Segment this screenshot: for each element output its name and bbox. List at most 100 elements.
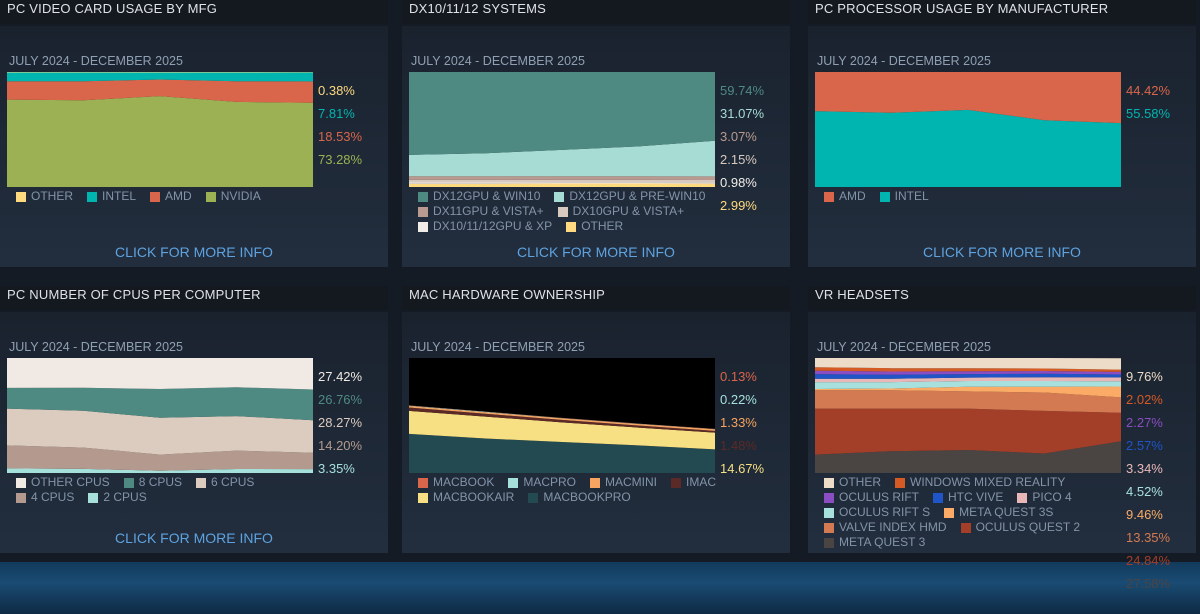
value-label-pico-4: 3.34% bbox=[1126, 461, 1163, 476]
legend-item-dx12gpu-pre-win10: DX12GPU & PRE-WIN10 bbox=[554, 189, 705, 204]
legend-label: OTHER bbox=[581, 219, 624, 233]
page-footer-band bbox=[0, 562, 1200, 614]
area-other bbox=[7, 72, 313, 73]
legend-swatch bbox=[87, 191, 97, 202]
value-label-dx12gpu-pre-win10: 31.07% bbox=[720, 106, 765, 121]
stacked-area-chart bbox=[815, 358, 1121, 473]
legend-label: 8 CPUS bbox=[138, 475, 183, 489]
area-oculus-rift-s bbox=[815, 381, 1121, 389]
panel-body: JULY 2024 - DECEMBER 2025 0.38% 7.81% 18.5… bbox=[0, 26, 388, 267]
area-dx12gpu-win10 bbox=[409, 72, 715, 155]
more-info-link[interactable]: CLICK FOR MORE INFO bbox=[517, 244, 675, 260]
legend-label: DX12GPU & PRE-WIN10 bbox=[569, 189, 706, 203]
legend-item-6-cpus: 6 CPUS bbox=[196, 475, 254, 490]
legend-label: INTEL bbox=[894, 189, 929, 203]
legend-item-macbook: MACBOOK bbox=[418, 475, 494, 490]
value-label-oculus-rift: 2.27% bbox=[1126, 415, 1163, 430]
panel-mac-hardware-ownership: MAC HARDWARE OWNERSHIP JULY 2024 - DECEM… bbox=[402, 286, 790, 553]
legend-swatch bbox=[960, 522, 971, 533]
legend-item-macbookpro: MACBOOKPRO bbox=[528, 490, 631, 505]
legend-item-amd: AMD bbox=[150, 189, 192, 204]
legend-item-meta-quest-3: META QUEST 3 bbox=[824, 535, 925, 550]
legend-swatch bbox=[528, 492, 539, 503]
area-4-cpus bbox=[7, 445, 313, 471]
area-meta-quest-3s bbox=[815, 386, 1121, 398]
legend-label: AMD bbox=[165, 189, 192, 203]
legend-swatch bbox=[879, 191, 890, 202]
legend-item-other: OTHER bbox=[566, 219, 623, 234]
legend-swatch bbox=[824, 537, 834, 548]
chart-svg bbox=[815, 72, 1121, 187]
legend-label: DX10/11/12GPU & XP bbox=[433, 219, 553, 233]
value-labels: 59.74% 31.07% 3.07% 2.15% 0.98% 2.99% bbox=[720, 82, 764, 215]
legend-label: OTHER bbox=[31, 189, 73, 203]
legend-swatch bbox=[418, 191, 428, 202]
more-info-link[interactable]: CLICK FOR MORE INFO bbox=[115, 244, 273, 260]
legend-item-intel: INTEL bbox=[87, 189, 136, 204]
legend-swatch bbox=[824, 477, 834, 488]
legend-label: 2 CPUS bbox=[103, 490, 147, 504]
legend-label: OCULUS RIFT S bbox=[839, 505, 931, 519]
panel-body: JULY 2024 - DECEMBER 2025 27.42% 26.76% 28… bbox=[0, 312, 388, 553]
date-range: JULY 2024 - DECEMBER 2025 bbox=[817, 340, 991, 354]
area-amd bbox=[815, 72, 1121, 124]
chart-svg bbox=[815, 358, 1121, 473]
legend-swatch bbox=[508, 477, 519, 488]
value-label-8-cpus: 26.76% bbox=[318, 392, 363, 407]
legend-item-dx10-11-12gpu-xp: DX10/11/12GPU & XP bbox=[418, 219, 552, 234]
panel-title: VR HEADSETS bbox=[808, 286, 1196, 310]
value-label-4-cpus: 14.20% bbox=[318, 438, 363, 453]
value-label-other: 0.38% bbox=[318, 83, 355, 98]
legend: DX12GPU & WIN10 DX12GPU & PRE-WIN10 DX11GP… bbox=[418, 189, 718, 234]
value-label-htc-vive: 2.57% bbox=[1126, 438, 1163, 453]
legend-item-4-cpus: 4 CPUS bbox=[16, 490, 74, 505]
legend-label: MACMINI bbox=[605, 475, 658, 489]
panel-vr-headsets: VR HEADSETS JULY 2024 - DECEMBER 2025 9.… bbox=[808, 286, 1196, 591]
value-label-intel: 55.58% bbox=[1126, 106, 1171, 121]
panel-body: JULY 2024 - DECEMBER 2025 59.74% 31.07% 3.… bbox=[402, 26, 790, 267]
legend-label: HTC VIVE bbox=[948, 490, 1004, 504]
legend: OTHER WINDOWS MIXED REALITY OCULUS RIFT HTC… bbox=[824, 475, 1124, 550]
value-label-other: 9.76% bbox=[1126, 369, 1163, 384]
legend-swatch bbox=[824, 492, 834, 503]
legend-label: 6 CPUS bbox=[211, 475, 255, 489]
legend-item-meta-quest-3s: META QUEST 3S bbox=[944, 505, 1053, 520]
legend-swatch bbox=[895, 477, 905, 488]
chart-svg bbox=[409, 72, 715, 187]
area-other bbox=[815, 358, 1121, 370]
more-info-link[interactable]: CLICK FOR MORE INFO bbox=[923, 244, 1081, 260]
legend-swatch bbox=[196, 477, 207, 488]
date-range: JULY 2024 - DECEMBER 2025 bbox=[9, 340, 183, 354]
value-label-other-cpus: 27.42% bbox=[318, 369, 363, 384]
legend-swatch bbox=[566, 221, 577, 232]
more-info-link[interactable]: CLICK FOR MORE INFO bbox=[115, 530, 273, 546]
legend: OTHER CPUS 8 CPUS 6 CPUS 4 CPUS 2 CPUS bbox=[16, 475, 316, 505]
panel-title: PC PROCESSOR USAGE BY MANUFACTURER bbox=[808, 0, 1196, 24]
legend-swatch bbox=[933, 492, 944, 503]
area-dx12gpu-pre-win10 bbox=[409, 140, 715, 177]
area-other-cpus bbox=[7, 358, 313, 390]
value-label-amd: 18.53% bbox=[318, 129, 363, 144]
legend-swatch bbox=[418, 206, 428, 217]
value-labels: 0.38% 7.81% 18.53% 73.28% bbox=[318, 82, 362, 169]
legend-swatch bbox=[557, 206, 568, 217]
legend-swatch bbox=[205, 191, 216, 202]
area-valve-index-hmd bbox=[815, 390, 1121, 413]
chart-svg bbox=[7, 72, 313, 187]
legend-label: 4 CPUS bbox=[31, 490, 75, 504]
legend-swatch bbox=[944, 507, 955, 518]
chart-svg bbox=[409, 358, 715, 473]
legend: MACBOOK MACPRO MACMINI IMAC MACBOOKAIR MACBOO… bbox=[418, 475, 718, 505]
stacked-area-chart bbox=[7, 358, 313, 473]
value-labels: 27.42% 26.76% 28.27% 14.20% 3.35% bbox=[318, 368, 362, 478]
legend-swatch bbox=[16, 492, 26, 503]
panel-body: JULY 2024 - DECEMBER 2025 9.76% 2.02% 2.27… bbox=[808, 312, 1196, 591]
area-8-cpus bbox=[7, 387, 313, 421]
legend-item-intel: INTEL bbox=[879, 189, 929, 204]
legend-swatch bbox=[1017, 492, 1028, 503]
value-label-valve-index-hmd: 13.35% bbox=[1126, 530, 1171, 545]
legend: AMD INTEL bbox=[824, 189, 1124, 204]
legend-item-valve-index-hmd: VALVE INDEX HMD bbox=[824, 520, 947, 535]
legend-item-oculus-quest-2: OCULUS QUEST 2 bbox=[960, 520, 1080, 535]
area-dx10-11-12gpu-xp bbox=[409, 182, 715, 184]
